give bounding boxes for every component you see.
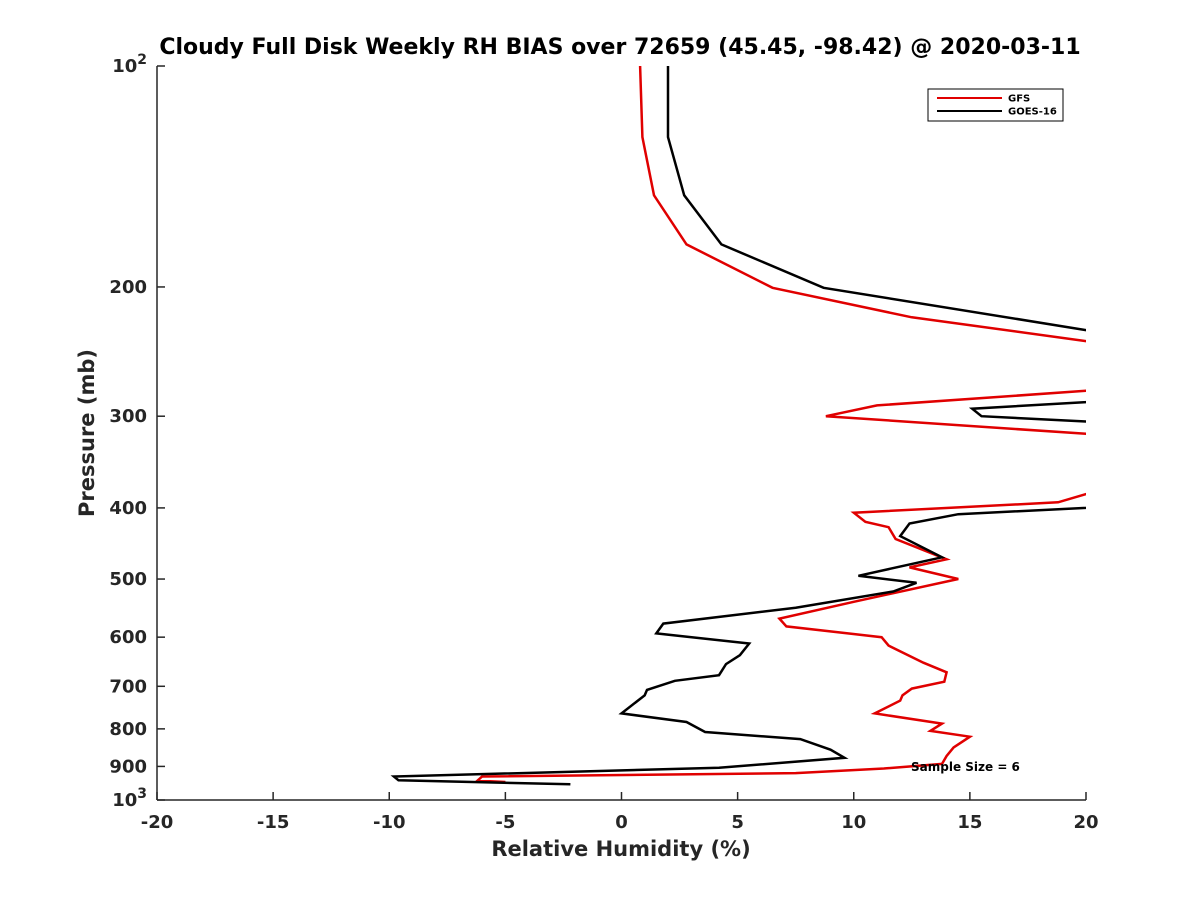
y-tick-label: 103	[112, 786, 147, 811]
y-tick-label: 400	[109, 498, 147, 519]
x-tick-label: 10	[841, 812, 866, 833]
y-tick-label: 102	[112, 52, 147, 77]
x-ticks: -20 -15 -10 -5 0 5 10 15 20	[141, 792, 1099, 833]
y-tick-label: 300	[109, 406, 147, 427]
x-tick-label: -10	[373, 812, 406, 833]
series-layer	[390, 66, 1086, 786]
sample-size-annotation: Sample Size = 6	[911, 760, 1020, 774]
y-tick-label: 800	[109, 719, 147, 740]
legend: GFS GOES-16	[927, 88, 1064, 122]
x-tick-label: 0	[615, 812, 628, 833]
legend-label-goes-16: GOES-16	[1008, 107, 1057, 118]
chart-title: Cloudy Full Disk Weekly RH BIAS over 726…	[159, 35, 1080, 60]
x-tick-label: 15	[957, 812, 982, 833]
legend-label-gfs: GFS	[1008, 94, 1030, 105]
y-tick-label: 200	[109, 277, 147, 298]
x-tick-label: -20	[141, 812, 174, 833]
series-line-goes-16	[390, 66, 1086, 786]
x-tick-label: 20	[1073, 812, 1098, 833]
y-tick-label: 900	[109, 756, 147, 777]
plot-area: -20 -15 -10 -5 0 5 10 15 20 102 200 300 400 500 600 70…	[109, 52, 1099, 833]
y-tick-label: 500	[109, 569, 147, 590]
series-line-gfs	[474, 66, 1086, 784]
y-ticks: 102 200 300 400 500 600 700 800 900 103	[109, 52, 165, 811]
legend-box	[927, 88, 1064, 122]
x-tick-label: -5	[495, 812, 515, 833]
y-tick-label: 600	[109, 627, 147, 648]
x-axis-label: Relative Humidity (%)	[491, 837, 750, 861]
x-tick-label: -15	[257, 812, 290, 833]
y-tick-label: 700	[109, 676, 147, 697]
x-tick-label: 5	[731, 812, 744, 833]
y-axis-label: Pressure (mb)	[75, 349, 99, 517]
